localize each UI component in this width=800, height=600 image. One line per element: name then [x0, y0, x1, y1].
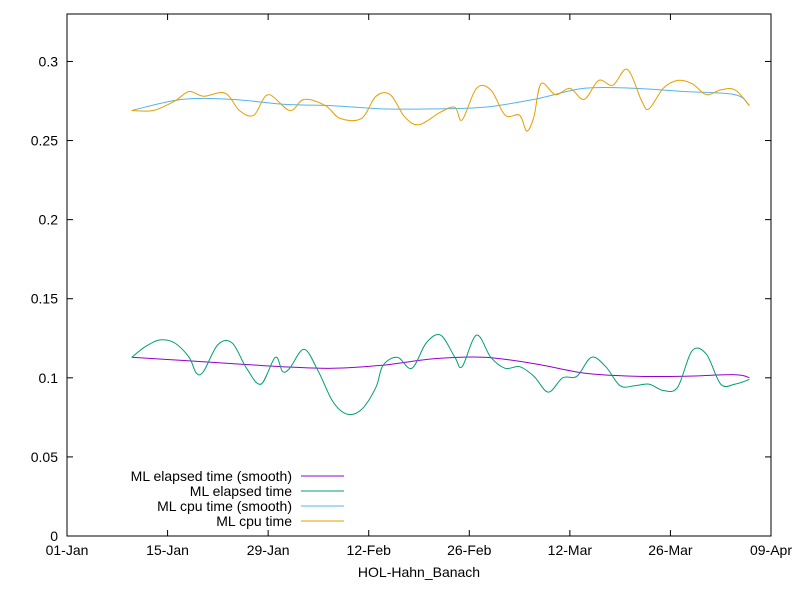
y-tick-label: 0.3 — [39, 53, 59, 69]
y-axis: 0 0.05 0.1 0.15 0.2 0.25 0.3 — [31, 53, 771, 544]
legend: ML elapsed time (smooth)ML elapsed timeM… — [131, 468, 344, 529]
x-axis-title: HOL-Hahn_Banach — [358, 564, 480, 580]
x-tick-label: 15-Jan — [146, 542, 189, 558]
legend-label: ML cpu time — [216, 513, 292, 529]
legend-label: ML elapsed time — [190, 483, 292, 499]
x-tick-label: 12-Feb — [347, 542, 392, 558]
series-layer — [131, 68, 750, 416]
series-line-ml-cpu-time-smooth — [131, 86, 750, 111]
x-tick-label: 26-Mar — [648, 542, 693, 558]
x-tick-label: 26-Feb — [447, 542, 492, 558]
x-axis: 01-Jan 15-Jan 29-Jan 12-Feb 26-Feb 12-Mar 26-M… — [46, 14, 792, 558]
y-tick-label: 0.15 — [31, 291, 58, 307]
plot-frame — [66, 13, 772, 537]
y-tick-label: 0 — [50, 528, 58, 544]
x-tick-label: 29-Jan — [247, 542, 290, 558]
x-tick-label: 12-Mar — [548, 542, 593, 558]
legend-label: ML cpu time (smooth) — [157, 498, 292, 514]
series-line-ml-elapsed-time — [131, 334, 750, 416]
x-tick-label: 09-Apr — [750, 542, 792, 558]
y-tick-label: 0.2 — [39, 212, 59, 228]
y-tick-label: 0.25 — [31, 133, 58, 149]
legend-label: ML elapsed time (smooth) — [131, 468, 292, 484]
series-line-ml-cpu-time — [131, 68, 750, 132]
x-tick-label: 01-Jan — [46, 542, 89, 558]
y-tick-label: 0.05 — [31, 449, 58, 465]
y-tick-label: 0.1 — [39, 370, 59, 386]
series-line-ml-elapsed-time-smooth — [131, 356, 750, 379]
